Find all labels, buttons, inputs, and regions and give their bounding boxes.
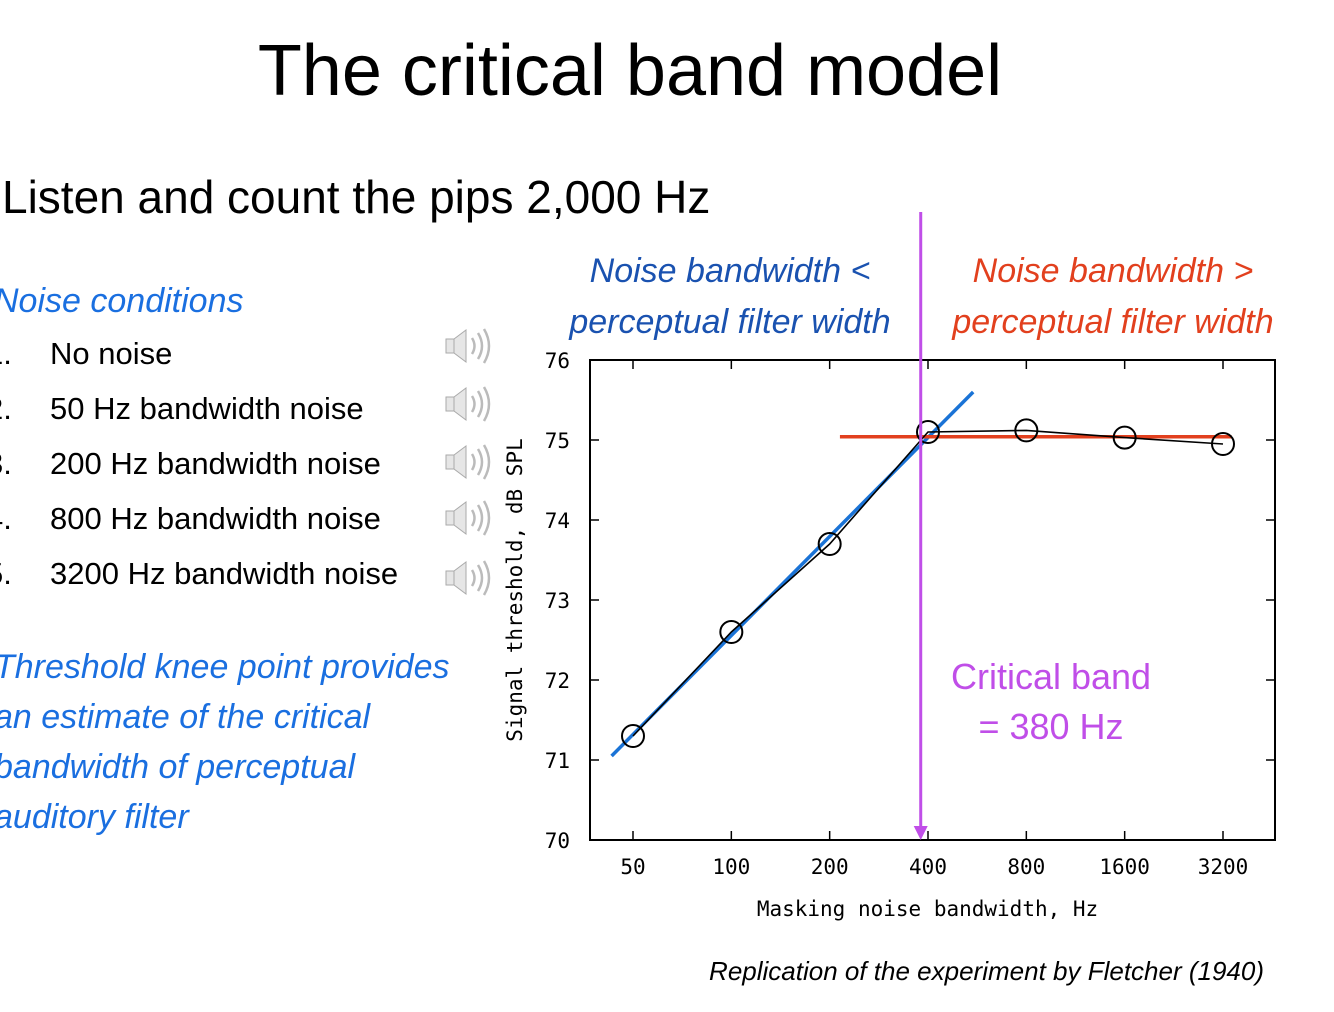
y-tick-label: 75 — [545, 429, 570, 453]
label-above-filter-width: Noise bandwidth > perceptual filter widt… — [952, 252, 1274, 341]
speaker-icon[interactable] — [444, 384, 492, 424]
x-tick-label: 3200 — [1198, 855, 1249, 879]
label-below-filter-width: Noise bandwidth < perceptual filter widt… — [569, 252, 891, 341]
series-line — [632, 429, 1224, 737]
y-tick-label: 72 — [545, 669, 570, 693]
y-tick-label: 70 — [545, 829, 570, 853]
data-point — [621, 724, 645, 748]
x-tick-label: 800 — [1007, 855, 1045, 879]
slide-subtitle: Listen and count the pips 2,000 Hz — [2, 171, 711, 223]
x-tick-label: 50 — [620, 855, 645, 879]
critical-band-line1: Critical band — [950, 656, 1152, 697]
condition-item: 2.50 Hz bandwidth noise — [0, 391, 364, 426]
noise-conditions-heading: Noise conditions — [0, 282, 244, 320]
data-point — [817, 532, 842, 556]
y-axis-title: Signal threshold, dB SPL — [503, 438, 527, 741]
y-tick-label: 71 — [545, 749, 570, 773]
critical-band-line2: = 380 Hz — [978, 706, 1124, 747]
data-point — [1112, 425, 1137, 450]
speaker-icon[interactable] — [444, 326, 492, 366]
speaker-icon[interactable] — [444, 558, 492, 598]
y-tick-label: 74 — [545, 509, 570, 533]
condition-item: 4.800 Hz bandwidth noise — [0, 501, 381, 536]
x-axis-title: Masking noise bandwidth, Hz — [757, 897, 1098, 921]
speaker-icon[interactable] — [444, 442, 492, 482]
condition-item: 5.3200 Hz bandwidth noise — [0, 556, 399, 591]
x-tick-label: 100 — [712, 855, 750, 879]
x-tick-label: 1600 — [1099, 855, 1150, 879]
condition-item: 1.No noise — [0, 336, 173, 371]
critical-band-arrowhead — [913, 826, 928, 840]
data-point — [1014, 418, 1039, 443]
slide-title: The critical band model — [257, 31, 1003, 111]
critical-band-annotation: Critical band = 380 Hz — [920, 652, 1182, 752]
x-tick-label: 400 — [909, 855, 947, 879]
data-point — [916, 420, 940, 444]
figure-caption: Replication of the experiment by Fletche… — [709, 956, 1264, 986]
x-tick-label: 200 — [811, 855, 849, 879]
condition-item: 3.200 Hz bandwidth noise — [0, 446, 381, 481]
y-tick-label: 76 — [545, 349, 570, 373]
speaker-icon[interactable] — [444, 498, 492, 538]
data-point — [1211, 432, 1235, 456]
y-tick-label: 73 — [545, 589, 570, 613]
knee-point-note: Threshold knee point provides an estimat… — [0, 648, 450, 836]
data-point — [719, 620, 744, 644]
